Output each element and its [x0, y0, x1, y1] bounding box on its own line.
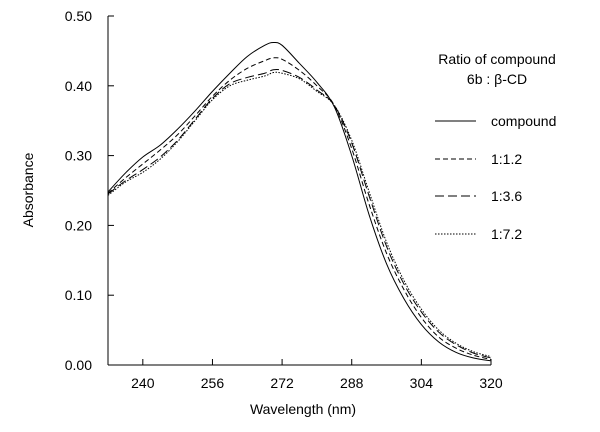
legend-title-line1: Ratio of compound [438, 51, 556, 67]
x-tick-label: 304 [410, 375, 434, 391]
legend-title-line2: 6b : β-CD [467, 71, 527, 87]
x-tick-label: 288 [340, 375, 364, 391]
plot-axes [107, 16, 491, 366]
series-line-2 [107, 57, 492, 360]
legend-label: compound [491, 113, 556, 129]
x-tick-label: 256 [201, 375, 225, 391]
x-tick-label: 272 [270, 375, 294, 391]
y-ticks: 0.00 0.10 0.20 0.30 0.40 0.50 [65, 8, 114, 373]
y-tick-label: 0.30 [65, 148, 92, 164]
x-tick-label: 320 [479, 375, 503, 391]
x-axis-title: Wavelength (nm) [250, 401, 356, 417]
series-line-1 [107, 41, 492, 362]
y-tick-label: 0.40 [65, 78, 92, 94]
series-line-3 [107, 68, 492, 359]
legend-label: 1:1.2 [491, 151, 522, 167]
x-ticks: 240 256 272 288 304 320 [131, 359, 503, 391]
series-line-4 [107, 71, 492, 358]
x-tick-label: 240 [131, 375, 155, 391]
legend-label: 1:3.6 [491, 188, 522, 204]
legend-label: 1:7.2 [491, 226, 522, 242]
y-tick-label: 0.20 [65, 217, 92, 233]
y-tick-label: 0.10 [65, 287, 92, 303]
legend-items: compound 1:1.2 1:3.6 1:7.2 [435, 113, 556, 242]
y-tick-label: 0.50 [65, 8, 92, 24]
legend: Ratio of compound 6b : β-CD compound 1:1.… [435, 51, 556, 242]
y-tick-label: 0.00 [65, 357, 92, 373]
y-axis-title: Absorbance [20, 152, 36, 227]
series-lines [107, 41, 492, 362]
